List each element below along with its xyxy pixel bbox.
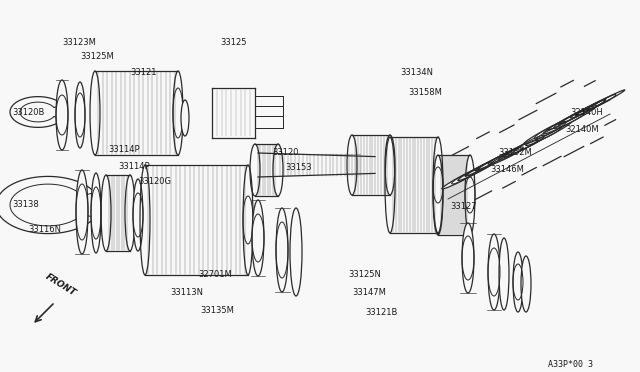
Text: 33147M: 33147M <box>352 288 386 297</box>
Text: 33116N: 33116N <box>28 225 61 234</box>
Ellipse shape <box>521 256 531 312</box>
Text: 33114P: 33114P <box>118 162 150 171</box>
Ellipse shape <box>513 252 523 312</box>
Ellipse shape <box>442 166 486 189</box>
Ellipse shape <box>76 170 88 254</box>
Text: 33146M: 33146M <box>490 165 524 174</box>
Ellipse shape <box>490 142 532 165</box>
Ellipse shape <box>290 208 302 296</box>
Ellipse shape <box>524 116 577 144</box>
Text: 33121: 33121 <box>130 68 157 77</box>
Text: 33114P: 33114P <box>108 145 140 154</box>
Text: 33135M: 33135M <box>200 306 234 315</box>
Text: 33134N: 33134N <box>400 68 433 77</box>
Ellipse shape <box>560 94 616 124</box>
Ellipse shape <box>477 144 527 170</box>
Ellipse shape <box>133 179 143 251</box>
Text: 33125N: 33125N <box>348 270 381 279</box>
Ellipse shape <box>508 130 554 155</box>
Text: 33120: 33120 <box>272 148 298 157</box>
Text: 33120G: 33120G <box>138 177 171 186</box>
Text: 33113N: 33113N <box>170 288 203 297</box>
Text: 33120B: 33120B <box>12 108 44 117</box>
Ellipse shape <box>56 80 68 150</box>
Text: FRONT: FRONT <box>44 272 78 298</box>
Text: 32140H: 32140H <box>570 108 603 117</box>
Ellipse shape <box>465 150 515 176</box>
Ellipse shape <box>462 223 474 293</box>
Ellipse shape <box>543 106 596 134</box>
Ellipse shape <box>499 238 509 310</box>
Text: 33123M: 33123M <box>62 38 96 47</box>
Ellipse shape <box>91 173 101 253</box>
Ellipse shape <box>504 135 547 158</box>
Ellipse shape <box>75 82 85 148</box>
Ellipse shape <box>488 234 500 310</box>
Text: 33127: 33127 <box>450 202 477 211</box>
Ellipse shape <box>586 90 625 110</box>
Text: 33153: 33153 <box>285 163 312 172</box>
Text: 33158M: 33158M <box>408 88 442 97</box>
Text: 33121B: 33121B <box>365 308 397 317</box>
Text: 33152M: 33152M <box>498 148 532 157</box>
Text: A33P*00 3: A33P*00 3 <box>548 360 593 369</box>
Ellipse shape <box>276 208 288 292</box>
Ellipse shape <box>458 157 502 180</box>
Ellipse shape <box>181 100 189 136</box>
Text: 33125: 33125 <box>220 38 246 47</box>
Text: 32701M: 32701M <box>198 270 232 279</box>
Text: 32140M: 32140M <box>565 125 598 134</box>
Ellipse shape <box>252 200 264 276</box>
Text: 33125M: 33125M <box>80 52 114 61</box>
Text: 33138: 33138 <box>12 200 39 209</box>
Ellipse shape <box>526 121 572 145</box>
Ellipse shape <box>575 96 614 116</box>
Ellipse shape <box>547 100 604 130</box>
